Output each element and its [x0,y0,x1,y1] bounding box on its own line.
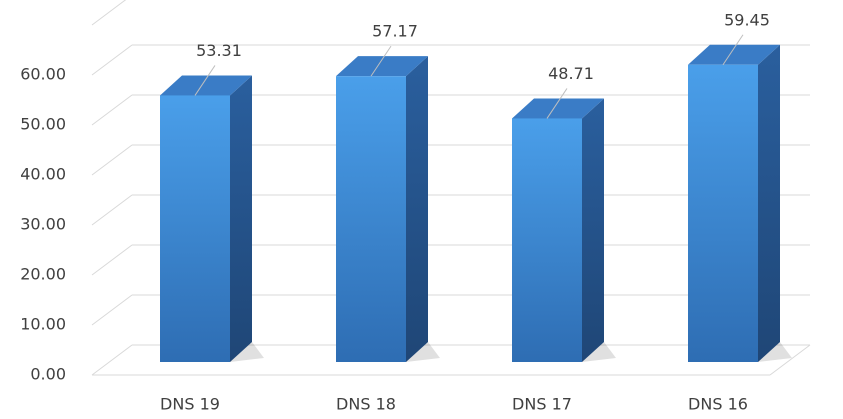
y-tick-label: 30.00 [20,215,66,234]
data-label: 59.45 [724,10,770,29]
grid-line [91,344,133,376]
bar-top [160,75,252,96]
leader-line [722,34,744,66]
bar [336,76,406,363]
grid-line [91,294,133,326]
y-tick-label: 50.00 [20,115,66,134]
data-label: 48.71 [548,64,594,83]
bar-side [758,44,780,362]
bar [688,64,758,362]
data-label: 53.31 [196,41,242,60]
x-tick-label: DNS 16 [688,395,748,414]
bar [160,95,230,362]
grid-line [91,144,133,176]
bar-side [230,75,252,362]
bar-top [512,98,604,119]
grid-line [91,0,127,26]
y-tick-label: 0.00 [30,365,66,384]
leader-line [194,65,216,96]
bar-side [582,98,604,362]
y-tick-label: 40.00 [20,165,66,184]
bar-top [688,44,780,65]
bar-top [336,56,428,77]
y-tick-label: 20.00 [20,265,66,284]
grid-line [91,244,133,276]
grid-line [91,44,133,76]
y-tick-label: 10.00 [20,315,66,334]
leader-line [370,45,392,77]
floor-line [769,344,811,376]
leader-line [546,88,568,119]
y-tick-label: 60.00 [20,65,66,84]
grid-line [91,194,133,226]
data-label: 57.17 [372,22,418,41]
grid-line [91,94,133,126]
bar-side [406,56,428,363]
x-tick-label: DNS 17 [512,395,572,414]
x-tick-label: DNS 18 [336,395,396,414]
bar [512,118,582,362]
x-tick-label: DNS 19 [160,395,220,414]
